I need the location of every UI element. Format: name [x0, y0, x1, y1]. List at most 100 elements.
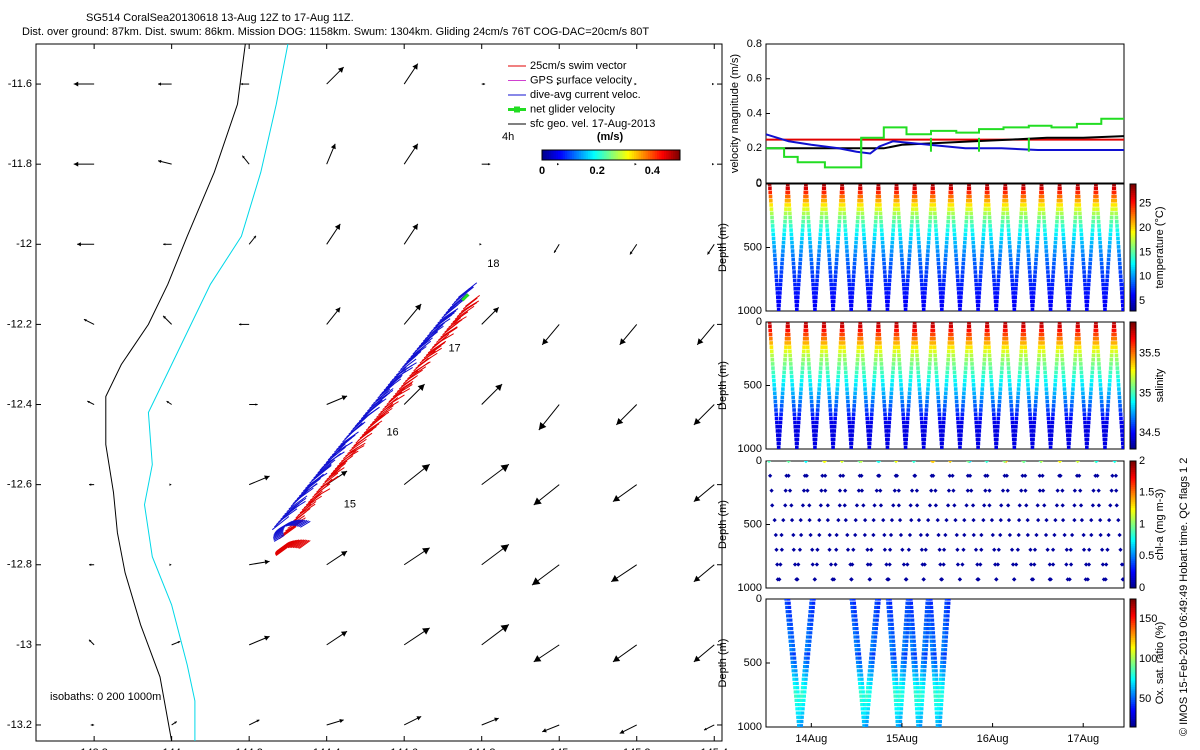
- map-xtick-label: 145: [550, 747, 568, 750]
- oxygen-colorbar-cell: [1130, 682, 1136, 685]
- salinity-sample: [828, 412, 833, 417]
- salinity-sample: [1042, 357, 1047, 362]
- oxygen-sample: [854, 622, 859, 626]
- chla-sample: [1037, 488, 1042, 493]
- chla-colorbar-cell: [1130, 486, 1136, 490]
- temperature-sample: [853, 253, 857, 258]
- oxygen-sample: [906, 599, 910, 601]
- salinity-sample: [859, 328, 863, 333]
- salinity-sample: [986, 332, 990, 337]
- temperature-sample: [1103, 307, 1107, 311]
- salinity-sample: [929, 336, 934, 341]
- temperature-sample: [1055, 215, 1060, 220]
- chla-sample: [868, 562, 873, 567]
- oxygen-sample: [911, 626, 915, 631]
- oxygen-sample: [913, 690, 917, 694]
- temperature-sample: [871, 253, 876, 258]
- oxygen-sample: [899, 707, 904, 711]
- temperature-sample: [886, 299, 890, 304]
- temperature-sample: [840, 184, 844, 186]
- geo-vector-head: [557, 162, 560, 166]
- oxygen-sample: [869, 648, 874, 652]
- oxygen-sample: [791, 643, 795, 648]
- oxygen-sample: [862, 719, 866, 724]
- salinity-sample: [1006, 357, 1010, 362]
- salinity-sample: [951, 349, 955, 354]
- temperature-sample: [796, 291, 800, 295]
- temperature-sample: [991, 274, 996, 279]
- salinity-sample: [999, 374, 1004, 379]
- chla-sample: [892, 488, 897, 493]
- temperature-sample: [1073, 215, 1078, 220]
- salinity-sample: [1065, 429, 1070, 433]
- chla-sample: [960, 562, 965, 567]
- salinity-sample: [866, 424, 870, 429]
- salinity-sample: [909, 362, 914, 366]
- chla-sample: [783, 488, 788, 493]
- salinity-sample: [908, 387, 912, 391]
- temperature-colorbar-cell: [1130, 186, 1136, 189]
- oxygen-sample: [925, 605, 929, 610]
- oxygen-colorbar-cell: [1130, 620, 1136, 623]
- oxygen-sample: [790, 626, 794, 631]
- oxygen-sample: [789, 622, 793, 626]
- salinity-sample: [1067, 441, 1071, 446]
- salinity-sample: [923, 429, 927, 433]
- chla-sample: [894, 473, 900, 478]
- salinity-sample: [960, 412, 965, 417]
- temperature-sample: [926, 245, 931, 249]
- chla-colorbar-cell: [1130, 564, 1136, 568]
- temperature-sample: [804, 190, 809, 195]
- chla-sample: [1047, 562, 1052, 567]
- salinity-sample: [932, 341, 937, 345]
- oxygen-sample: [799, 724, 804, 727]
- colorbar-cell: [551, 150, 554, 160]
- map-ytick-label: -12: [16, 238, 32, 250]
- salinity-sample: [769, 345, 774, 349]
- oxygen-sample: [802, 669, 806, 673]
- temperature-sample: [781, 245, 786, 249]
- chla-sample: [1125, 518, 1129, 522]
- chla-sample: [1096, 503, 1102, 508]
- temperature-colorbar-cell: [1130, 200, 1136, 204]
- temperature-sample: [919, 270, 923, 274]
- temperature-sample: [882, 270, 887, 274]
- chla-sample: [971, 532, 976, 538]
- swim-vector: [405, 369, 423, 382]
- oxygen-sample: [896, 715, 900, 719]
- oxygen-sample: [898, 690, 902, 694]
- temperature-sample: [889, 257, 893, 262]
- oxygen-sample: [857, 643, 861, 648]
- chla-sample: [834, 547, 839, 552]
- dive-avg-vector: [286, 497, 307, 513]
- oxygen-sample: [787, 605, 792, 610]
- salinity-sample: [1092, 341, 1097, 345]
- temperature-sample: [985, 186, 990, 190]
- temperature-sample: [1082, 278, 1087, 283]
- salinity-sample: [834, 399, 839, 404]
- swim-vector: [460, 300, 480, 312]
- geo-vector-head: [169, 563, 172, 566]
- chla-sample: [827, 547, 832, 552]
- salinity-sample: [976, 441, 981, 446]
- oxygen-sample: [871, 635, 875, 639]
- oxygen-sample: [912, 635, 916, 639]
- temperature-colorbar-cell: [1130, 194, 1136, 198]
- temperature-sample: [1058, 186, 1062, 190]
- salinity-sample: [957, 433, 961, 437]
- temperature-sample: [956, 286, 961, 291]
- oxygen-sample: [921, 686, 926, 690]
- salinity-sample: [1047, 429, 1052, 433]
- oxygen-sample: [865, 724, 869, 727]
- oxygen-sample: [922, 677, 926, 681]
- temperature-sample: [1057, 184, 1062, 186]
- oxygen-sample: [888, 601, 893, 605]
- temperature-sample: [944, 245, 949, 249]
- temperature-sample: [782, 232, 786, 237]
- salinity-sample: [788, 349, 792, 354]
- temperature-sample: [1034, 257, 1038, 262]
- salinity-sample: [1063, 399, 1068, 404]
- salinity-ytick-label: 0: [756, 316, 762, 328]
- temperature-sample: [1002, 194, 1007, 199]
- salinity-sample: [825, 366, 830, 370]
